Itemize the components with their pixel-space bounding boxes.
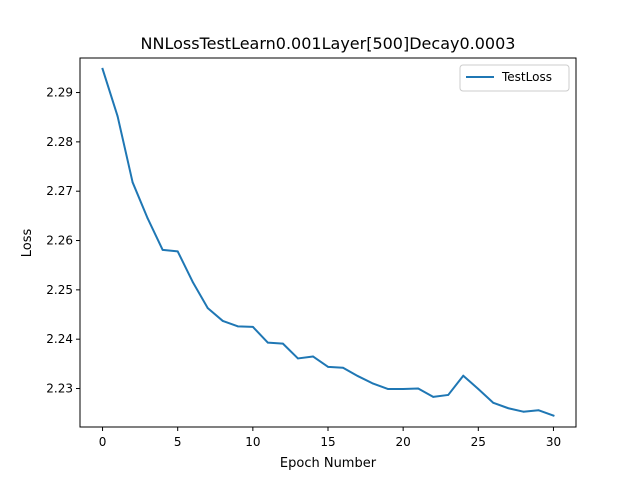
x-tick-label: 25 xyxy=(471,435,486,449)
y-tick-label: 2.23 xyxy=(46,382,73,396)
data-point xyxy=(282,342,284,345)
data-point xyxy=(206,307,209,310)
x-tick-label: 10 xyxy=(245,435,260,449)
data-point xyxy=(402,388,405,390)
data-point xyxy=(191,281,194,283)
data-point xyxy=(447,394,450,396)
x-tick-label: 0 xyxy=(99,435,107,449)
x-tick-label: 15 xyxy=(320,435,335,449)
data-point xyxy=(327,365,329,368)
data-point xyxy=(477,388,480,390)
data-point xyxy=(492,401,495,404)
series-layer xyxy=(101,67,555,417)
data-point xyxy=(507,407,510,410)
data-point xyxy=(312,355,314,358)
plot-area xyxy=(80,58,576,427)
x-tick-label: 5 xyxy=(174,435,182,449)
y-axis-label: Loss xyxy=(20,229,35,258)
data-point xyxy=(236,325,239,328)
data-point xyxy=(552,414,555,417)
legend-box xyxy=(459,64,570,92)
y-tick-label: 2.27 xyxy=(46,184,73,198)
data-point xyxy=(417,387,420,390)
legend-label-testloss: TestLoss xyxy=(501,70,552,84)
data-point xyxy=(522,410,525,413)
data-point xyxy=(342,366,344,369)
x-tick-label: 30 xyxy=(546,435,561,449)
y-tick-label: 2.24 xyxy=(46,332,73,346)
data-point xyxy=(131,181,134,184)
plot-frame xyxy=(79,57,577,428)
data-point xyxy=(387,388,390,390)
data-point xyxy=(297,357,299,360)
x-axis-ticks: 0 5 10 15 20 25 30 xyxy=(99,427,561,449)
data-point xyxy=(372,382,374,385)
data-point xyxy=(116,115,119,118)
data-point xyxy=(357,375,359,378)
data-point xyxy=(176,250,179,253)
y-tick-label: 2.28 xyxy=(46,135,73,149)
y-axis-ticks: 2.23 2.24 2.25 2.26 2.27 2.28 2.29 xyxy=(46,86,80,396)
y-tick-label: 2.25 xyxy=(46,283,73,297)
x-tick-label: 20 xyxy=(396,435,411,449)
y-tick-label: 2.26 xyxy=(46,234,73,248)
data-point xyxy=(251,325,254,328)
data-point xyxy=(266,341,269,344)
legend: TestLoss xyxy=(459,64,570,92)
chart-title: NNLossTestLearn0.001Layer[500]Decay0.000… xyxy=(141,34,516,53)
data-point xyxy=(432,396,435,398)
data-point xyxy=(161,248,164,251)
data-point xyxy=(146,217,149,220)
data-point xyxy=(537,409,540,412)
data-point xyxy=(462,374,465,377)
data-point xyxy=(101,67,104,70)
x-axis-label: Epoch Number xyxy=(280,456,377,471)
y-tick-label: 2.29 xyxy=(46,86,73,100)
data-point xyxy=(221,320,224,322)
